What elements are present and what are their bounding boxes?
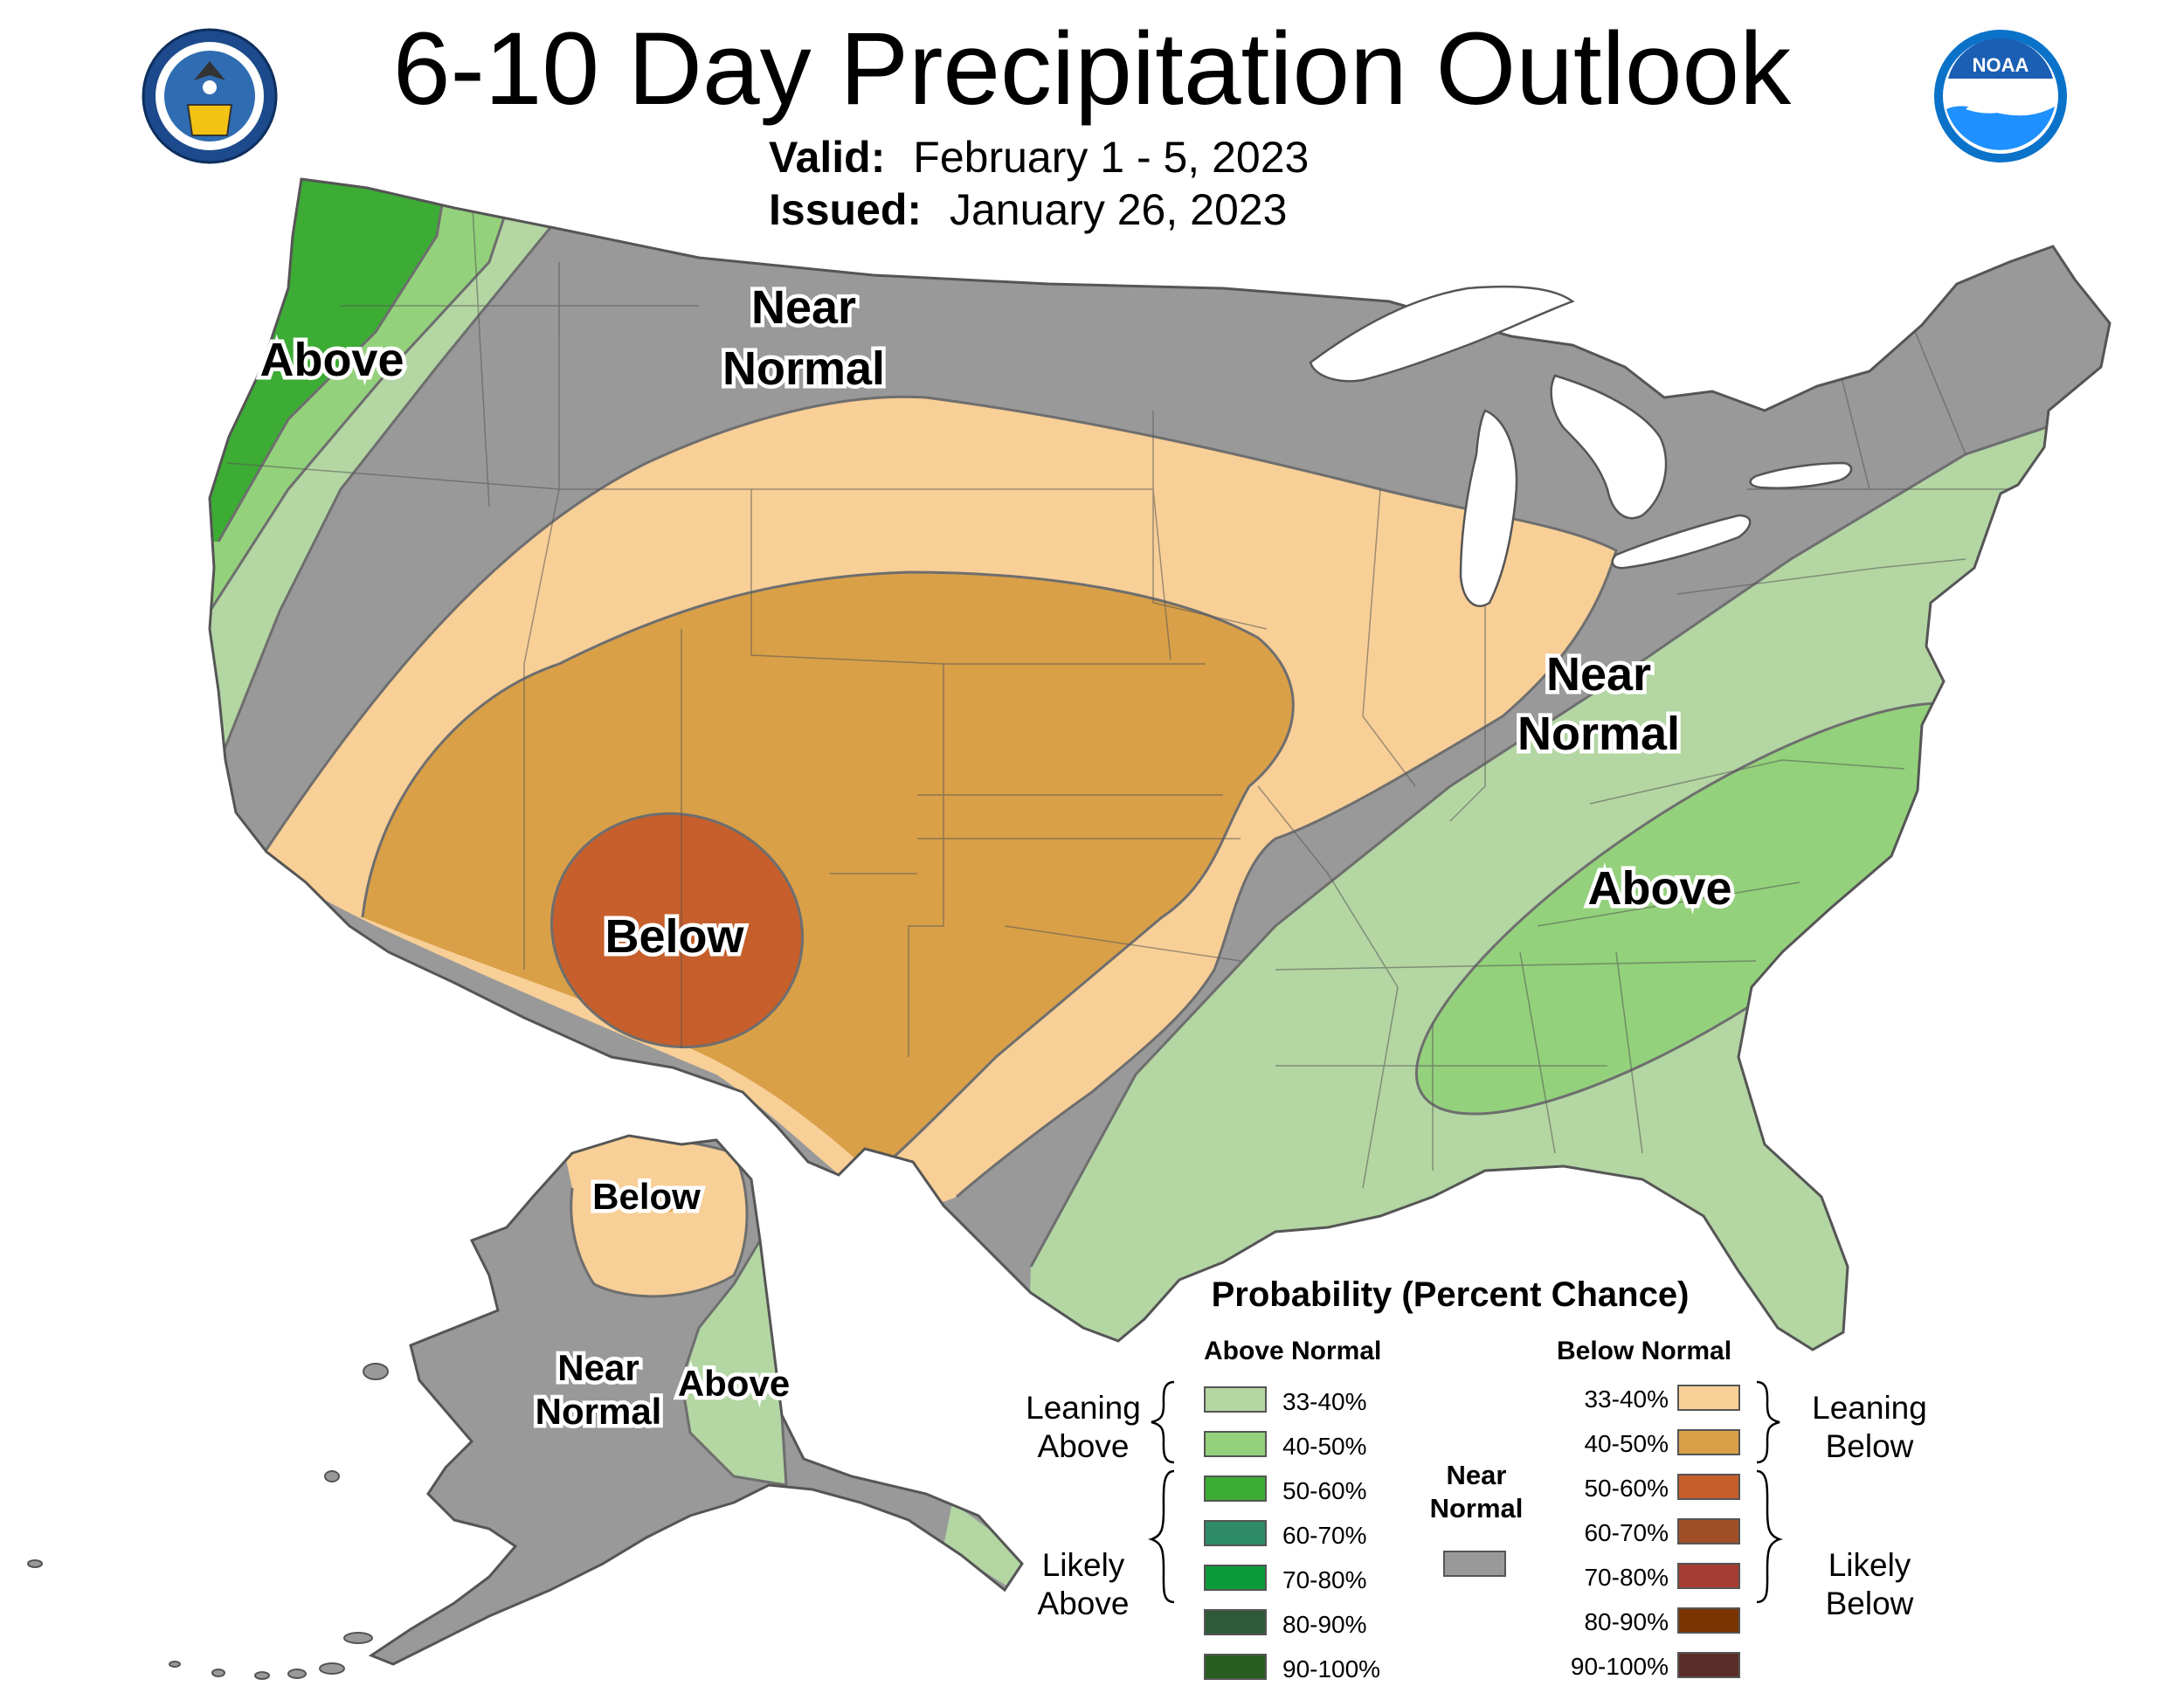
swatch-above-80-90 [1204,1609,1267,1635]
legend-near-normal-line1: Near [1446,1460,1507,1490]
issued-label: Issued: [769,185,923,234]
noaa-logo: NOAA [1934,30,2067,162]
label-below-southwest: Below [605,910,744,963]
swatch-near-normal [1443,1551,1506,1577]
conus-outline [208,177,2111,1351]
swatch-above-90-100 [1204,1654,1267,1680]
below-label-90-100: 90-100% [1570,1653,1669,1680]
below-label-80-90: 80-90% [1584,1608,1669,1635]
swatch-below-50-60 [1677,1474,1740,1500]
swatch-below-33-40 [1677,1385,1740,1411]
legend-likely-above-line1: Likely [1041,1547,1125,1583]
above-label-40-50: 40-50% [1282,1433,1367,1460]
legend-likely-below-line1: Likely [1828,1547,1911,1583]
legend-left-braces [1148,1380,1175,1604]
legend-leaning-above: Leaning Above [1013,1389,1153,1466]
valid-value: February 1 - 5, 2023 [913,133,1310,182]
lake-ontario [1749,461,1853,489]
legend-leaning-below-line1: Leaning [1812,1390,1927,1426]
legend-likely-above-line2: Above [1037,1586,1130,1621]
swatch-above-33-40 [1204,1386,1267,1413]
page-title: 6-10 Day Precipitation Outlook [392,11,1792,127]
below-label-40-50: 40-50% [1584,1430,1669,1457]
issued-date: Issued: January 26, 2023 [769,183,1287,236]
alaska-outline [368,1134,1024,1666]
legend-near-normal: Near Normal [1411,1459,1542,1525]
above-label-90-100: 90-100% [1282,1655,1381,1683]
legend-title: Probability (Percent Chance) [1211,1275,1690,1314]
below-label-33-40: 33-40% [1584,1385,1669,1413]
swatch-below-90-100 [1677,1652,1740,1678]
label-alaska-above: Above [678,1363,790,1404]
swatch-below-70-80 [1677,1563,1740,1589]
swatch-above-70-80 [1204,1565,1267,1591]
below-label-70-80: 70-80% [1584,1564,1669,1591]
legend-below-header: Below Normal [1557,1337,1732,1365]
valid-label: Valid: [769,133,886,182]
legend-near-normal-line2: Normal [1429,1493,1524,1524]
label-near-normal-east-1: Near [1546,648,1651,701]
legend-leaning-below: Leaning Below [1800,1389,1939,1466]
below-label-60-70: 60-70% [1584,1519,1669,1546]
above-label-80-90: 80-90% [1282,1611,1367,1638]
noaa-logo-text: NOAA [1973,54,2029,76]
legend-leaning-below-line2: Below [1825,1428,1914,1464]
label-above-west: Above [259,334,404,386]
swatch-above-50-60 [1204,1475,1267,1502]
swatch-above-60-70 [1204,1520,1267,1546]
above-label-50-60: 50-60% [1282,1477,1367,1504]
lake-michigan [1459,409,1518,607]
below-label-50-60: 50-60% [1584,1475,1669,1502]
swatch-below-60-70 [1677,1518,1740,1544]
legend-above-header: Above Normal [1204,1337,1382,1365]
above-label-60-70: 60-70% [1282,1522,1367,1549]
department-of-commerce-seal [142,28,278,164]
legend-likely-above: Likely Above [1013,1546,1153,1623]
above-label-33-40: 33-40% [1282,1388,1367,1415]
lake-superior [1309,285,1575,383]
legend-likely-below: Likely Below [1800,1546,1939,1623]
swatch-below-40-50 [1677,1429,1740,1455]
legend-leaning-above-line1: Leaning [1026,1390,1141,1426]
label-alaska-near-2: Normal [536,1391,662,1432]
label-near-normal-east-2: Normal [1517,708,1680,760]
issued-value: January 26, 2023 [949,185,1288,234]
label-above-southeast: Above [1587,862,1731,915]
above-label-70-80: 70-80% [1282,1566,1367,1593]
valid-dates: Valid: February 1 - 5, 2023 [769,131,1309,183]
legend-leaning-above-line2: Above [1037,1428,1130,1464]
label-near-normal-north-2: Normal [722,342,885,395]
legend-likely-below-line2: Below [1825,1586,1914,1621]
legend-right-braces [1756,1380,1783,1604]
lake-huron [1550,374,1668,520]
label-alaska-below: Below [592,1176,701,1217]
swatch-above-40-50 [1204,1431,1267,1457]
swatch-below-80-90 [1677,1607,1740,1634]
label-alaska-near-1: Near [557,1347,639,1388]
label-near-normal-north-1: Near [751,281,856,334]
lake-erie [1611,514,1752,570]
